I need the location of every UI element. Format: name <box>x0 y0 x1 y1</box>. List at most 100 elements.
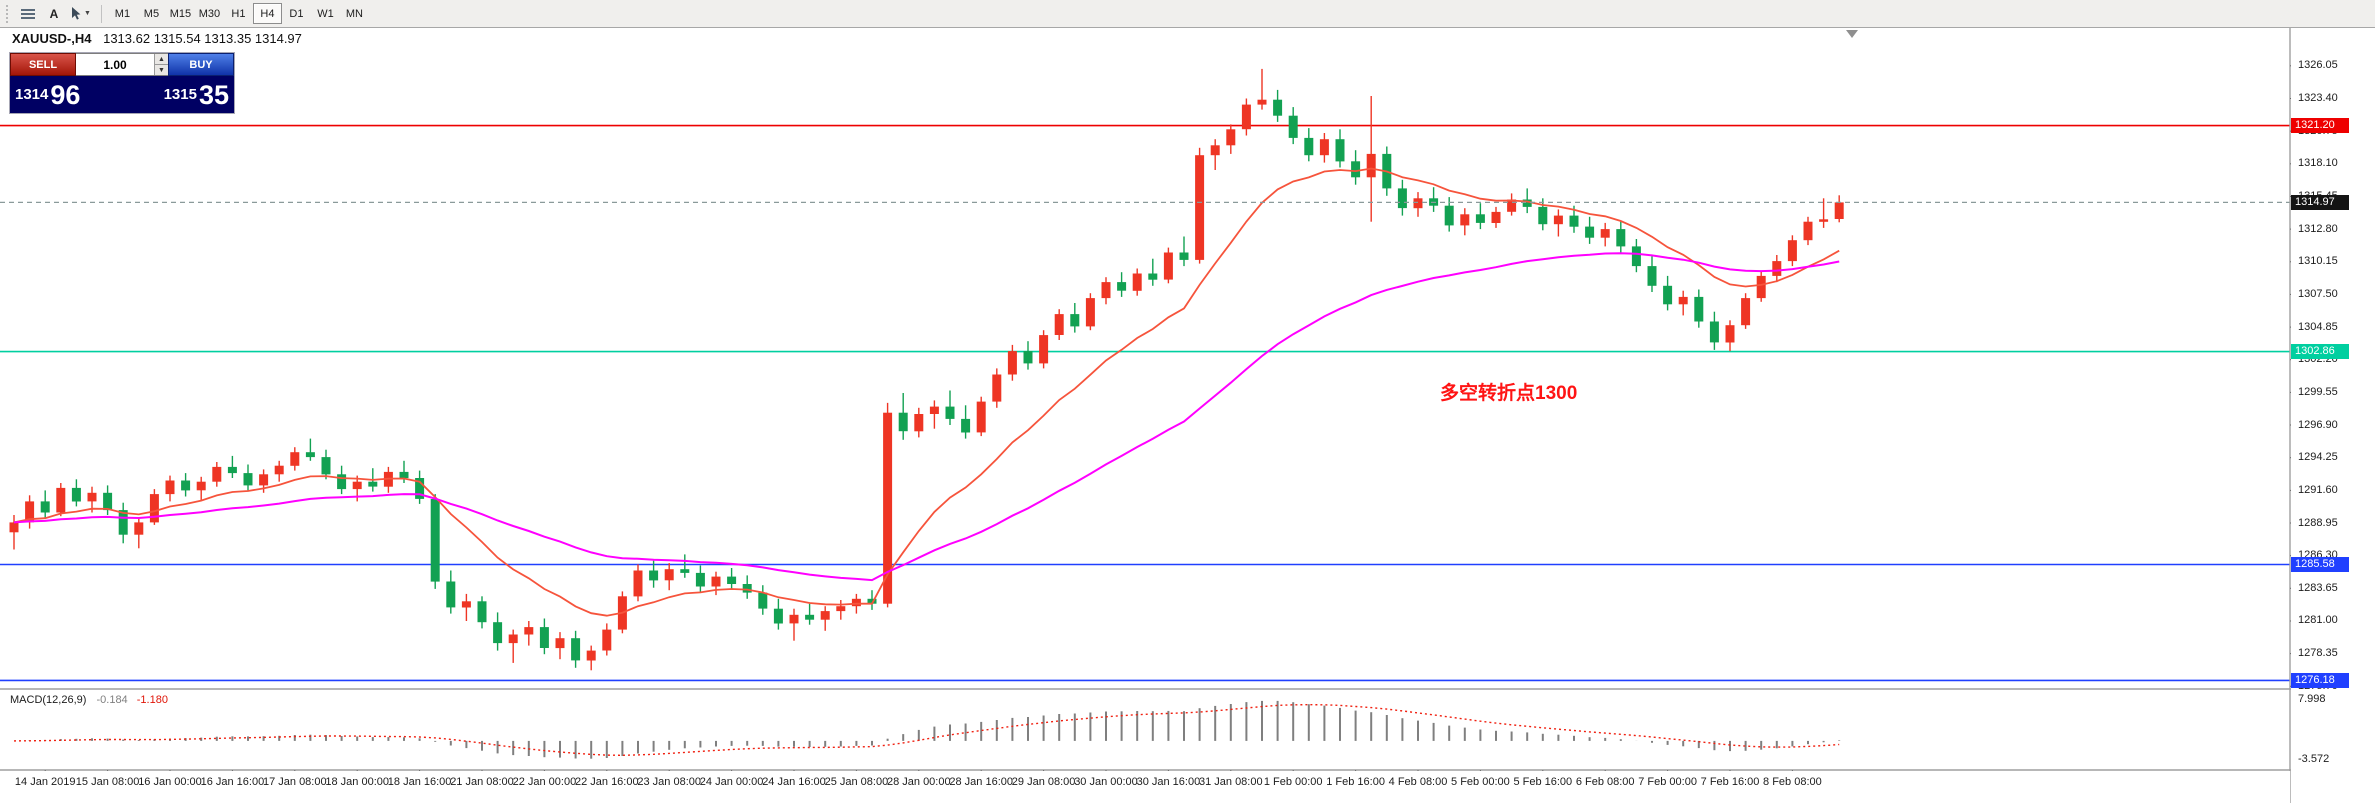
price-axis-label: 1323.40 <box>2298 91 2338 104</box>
lot-size-control: ▲ ▼ <box>76 53 168 76</box>
time-axis-label: 16 Jan 16:00 <box>200 776 265 788</box>
time-axis-label: 14 Jan 2019 <box>14 776 76 788</box>
lot-decrease-button[interactable]: ▼ <box>155 65 168 75</box>
buy-price: 1315 35 <box>163 79 229 110</box>
one-click-trading-panel: SELL ▲ ▼ BUY 1314 96 1315 35 <box>10 53 234 113</box>
toolbar-grip[interactable] <box>6 4 11 23</box>
ohlc-values: 1313.62 1315.54 1313.35 1314.97 <box>103 31 302 46</box>
chart-text-annotation: 多空转折点1300 <box>1440 383 1578 404</box>
time-axis-label: 7 Feb 16:00 <box>1700 776 1760 788</box>
sell-price-pips: 96 <box>50 79 81 110</box>
time-axis-label: 4 Feb 08:00 <box>1388 776 1448 788</box>
macd-main-value: -0.184 <box>96 694 128 706</box>
sell-button[interactable]: SELL <box>10 53 76 76</box>
time-axis-label: 5 Feb 16:00 <box>1513 776 1573 788</box>
time-axis-label: 24 Jan 16:00 <box>762 776 826 788</box>
time-axis-label: 30 Jan 16:00 <box>1136 776 1201 788</box>
time-axis-label: 22 Jan 16:00 <box>574 776 639 788</box>
macd-axis-label: -3.572 <box>2298 752 2330 765</box>
price-axis-label: 1281.00 <box>2298 614 2338 627</box>
time-axis-label: 29 Jan 08:00 <box>1011 776 1076 788</box>
sell-price: 1314 96 <box>15 79 81 110</box>
support-tag: 1285.58 <box>2291 557 2349 573</box>
price-axis[interactable]: 1326.051323.401320.751318.101315.451312.… <box>2291 28 2375 803</box>
time-axis[interactable]: 14 Jan 2019 15 Jan 08:00 16 Jan 00:00 16 Ja… <box>0 771 2290 803</box>
macd-signal-line <box>13 703 1840 757</box>
price-axis-label: 1304.85 <box>2298 320 2338 333</box>
price-axis-label: 1291.60 <box>2298 483 2338 496</box>
timeframe-button-d1[interactable]: D1 <box>282 3 311 24</box>
macd-axis-label: 7.998 <box>2298 692 2326 705</box>
buy-price-pips: 35 <box>198 79 229 110</box>
price-axis-label: 1299.55 <box>2298 385 2338 398</box>
chevron-down-icon: ▼ <box>84 10 91 17</box>
chart-shift-marker[interactable] <box>1846 30 1858 38</box>
price-axis-label: 1294.25 <box>2298 451 2338 464</box>
timeframe-button-mn[interactable]: MN <box>340 3 369 24</box>
price-axis-label: 1310.15 <box>2298 255 2338 268</box>
slow-ma-line <box>13 252 1840 582</box>
buy-price-whole: 1315 <box>163 85 197 103</box>
time-axis-label: 7 Feb 00:00 <box>1638 776 1697 788</box>
spinner-down-icon: ▼ <box>158 66 165 74</box>
timeframe-button-w1[interactable]: W1 <box>311 3 340 24</box>
price-axis-label: 1312.80 <box>2298 222 2338 235</box>
time-axis-label: 22 Jan 00:00 <box>512 776 577 788</box>
spinner-up-icon: ▲ <box>158 55 165 63</box>
bid-ask-price-display: 1314 96 1315 35 <box>10 76 234 113</box>
support-tag-2: 1276.18 <box>2291 672 2349 688</box>
timeframe-button-h4[interactable]: H4 <box>252 3 282 24</box>
time-axis-label: 18 Jan 16:00 <box>387 776 452 788</box>
text-tool-button[interactable]: A <box>41 3 67 25</box>
cursor-tool-button[interactable]: ▼ <box>67 3 95 25</box>
price-axis-label: 1307.50 <box>2298 287 2338 300</box>
timeframes-toolbar: A ▼ M1 M5 M15 M30 H1 H4 D1 W1 MN <box>0 0 2375 28</box>
price-axis-label: 1326.05 <box>2298 59 2338 72</box>
time-axis-label: 15 Jan 08:00 <box>75 776 140 788</box>
time-axis-label: 28 Jan 00:00 <box>886 776 951 788</box>
resistance-tag: 1321.20 <box>2291 118 2349 134</box>
symbol-period-label: XAUUSD-,H4 <box>12 31 92 46</box>
timeframe-button-m30[interactable]: M30 <box>195 3 224 24</box>
lot-increase-button[interactable]: ▲ <box>155 54 168 65</box>
timeframe-button-m1[interactable]: M1 <box>108 3 137 24</box>
time-axis-label: 1 Feb 00:00 <box>1263 776 1323 788</box>
macd-title: MACD(12,26,9) <box>10 694 87 706</box>
macd-signal-value: -1.180 <box>136 694 168 706</box>
cursor-arrow-icon <box>72 7 81 20</box>
price-axis-label: 1278.35 <box>2298 647 2338 660</box>
toolbar-separator <box>100 4 102 23</box>
pivot-tag: 1302.86 <box>2291 344 2349 360</box>
time-axis-label: 8 Feb 08:00 <box>1763 776 1822 788</box>
sell-price-whole: 1314 <box>15 85 49 103</box>
time-axis-label: 18 Jan 00:00 <box>325 776 389 788</box>
chart-symbol-title: XAUUSD-,H4 1313.62 1315.54 1313.35 1314.… <box>12 31 302 46</box>
macd-indicator-label: MACD(12,26,9) -0.184 -1.180 <box>10 694 168 706</box>
time-axis-label: 25 Jan 08:00 <box>824 776 889 788</box>
buy-button[interactable]: BUY <box>168 53 234 76</box>
bid-price-tag: 1314.97 <box>2291 194 2349 210</box>
time-axis-label: 28 Jan 16:00 <box>949 776 1013 788</box>
price-axis-label: 1283.65 <box>2298 581 2338 594</box>
time-axis-label: 16 Jan 00:00 <box>138 776 202 788</box>
timeframe-button-h1[interactable]: H1 <box>224 3 253 24</box>
time-axis-label: 24 Jan 00:00 <box>699 776 764 788</box>
price-axis-label: 1296.90 <box>2298 418 2338 431</box>
timeframe-button-m5[interactable]: M5 <box>137 3 166 24</box>
time-axis-label: 31 Jan 08:00 <box>1198 776 1263 788</box>
chart-menu-icon[interactable] <box>15 3 41 25</box>
lot-size-input[interactable] <box>76 54 154 75</box>
price-axis-label: 1288.95 <box>2298 516 2338 529</box>
timeframe-button-m15[interactable]: M15 <box>166 3 195 24</box>
time-axis-label: 30 Jan 00:00 <box>1074 776 1138 788</box>
time-axis-label: 17 Jan 08:00 <box>262 776 327 788</box>
timeframe-button-group: M1 M5 M15 M30 H1 H4 D1 W1 MN <box>108 3 369 24</box>
lot-spinner: ▲ ▼ <box>154 54 168 75</box>
time-axis-label: 5 Feb 00:00 <box>1451 776 1510 788</box>
menu-bars-icon <box>21 8 35 19</box>
time-axis-label: 6 Feb 08:00 <box>1575 776 1635 788</box>
price-axis-label: 1318.10 <box>2298 157 2338 170</box>
fast-ma-line <box>13 167 1840 617</box>
